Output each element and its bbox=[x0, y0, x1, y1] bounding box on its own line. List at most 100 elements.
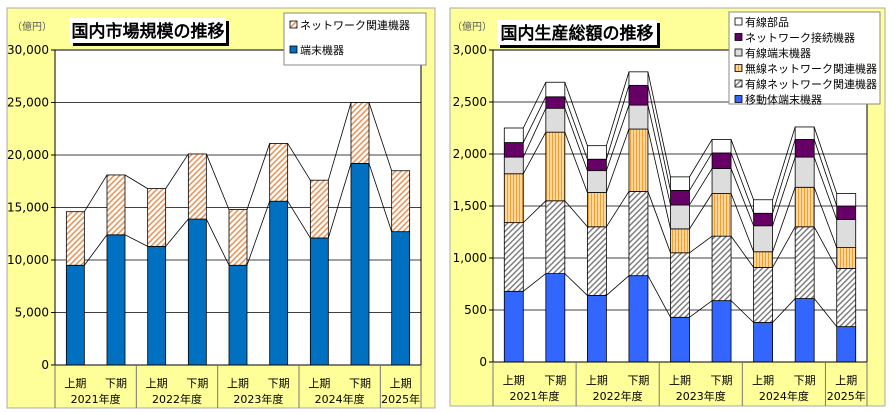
title-box bbox=[70, 18, 226, 43]
bar-segment bbox=[228, 264, 248, 366]
bar-segment bbox=[147, 188, 167, 247]
chart-2: 0 500 1,000 1,500 2,000 2,500 3,000 （億円） 国内生産総額の… bbox=[449, 7, 886, 407]
group-label: 2025年 bbox=[827, 389, 866, 403]
bar-segment bbox=[670, 228, 690, 254]
series-connector-line bbox=[564, 132, 588, 193]
bar-segment bbox=[503, 290, 524, 363]
group-label: 2021年度 bbox=[71, 392, 121, 406]
x-tick-label: 上期 bbox=[64, 377, 86, 390]
series-connector-line bbox=[564, 200, 588, 228]
x-tick-label: 下期 bbox=[627, 374, 649, 387]
x-tick-label: 上期 bbox=[146, 377, 168, 390]
y-tick-label: 5,000 bbox=[15, 306, 49, 320]
bar-segment bbox=[586, 170, 607, 193]
bar-segment bbox=[187, 153, 207, 220]
bar-segment bbox=[836, 205, 857, 220]
series-connector-line bbox=[772, 126, 796, 200]
bar-segment bbox=[503, 142, 524, 158]
legend-swatch bbox=[734, 64, 743, 72]
bar-segment bbox=[545, 81, 566, 98]
y-tick-label: 1,000 bbox=[453, 251, 487, 265]
series-connector-line bbox=[813, 156, 838, 220]
bar-segment bbox=[628, 191, 649, 277]
series-connector-line bbox=[813, 226, 838, 269]
bar-segment bbox=[753, 199, 774, 214]
bar-segment bbox=[711, 139, 732, 154]
series-connector-line bbox=[772, 298, 796, 323]
bar-segment bbox=[836, 219, 857, 249]
series-connector-line bbox=[606, 71, 630, 146]
bar-segment bbox=[711, 235, 732, 302]
series-connector-line bbox=[205, 153, 230, 210]
series-connector-line bbox=[522, 131, 547, 174]
legend-swatch bbox=[734, 33, 743, 41]
series-connector-line bbox=[647, 105, 671, 206]
bar-segment bbox=[794, 156, 815, 188]
legend-swatch bbox=[734, 17, 743, 26]
x-tick-label: 下期 bbox=[349, 377, 371, 390]
bar-segment bbox=[628, 275, 649, 363]
x-tick-label: 上期 bbox=[308, 377, 330, 390]
x-tick-label: 下期 bbox=[711, 374, 733, 387]
bar-segment bbox=[269, 200, 289, 366]
series-connector-line bbox=[606, 104, 630, 171]
bar-segment bbox=[106, 234, 126, 366]
bar-segment bbox=[65, 264, 85, 366]
series-connector-line bbox=[647, 275, 671, 318]
series-connector-line bbox=[246, 201, 271, 266]
series-connector-line bbox=[564, 108, 588, 171]
bar-segment bbox=[753, 266, 774, 323]
x-tick-label: 上期 bbox=[669, 374, 691, 387]
bar-segment bbox=[586, 192, 607, 228]
group-label: 2024年度 bbox=[759, 389, 809, 403]
series-connector-line bbox=[647, 71, 671, 177]
bar-segment bbox=[794, 126, 815, 140]
bar-segment bbox=[106, 174, 126, 236]
bar-segment bbox=[794, 139, 815, 158]
bar-segment bbox=[711, 152, 732, 169]
series-connector-line bbox=[689, 168, 713, 206]
bar-segment bbox=[670, 252, 690, 318]
series-connector-line bbox=[730, 235, 754, 268]
series-connector-line bbox=[813, 126, 838, 194]
series-connector-line bbox=[124, 174, 148, 189]
bar-segment bbox=[753, 225, 774, 253]
legend-swatch bbox=[289, 20, 298, 29]
bar-segment bbox=[391, 231, 411, 366]
series-connector-line bbox=[730, 152, 754, 214]
y-tick-label: 25,000 bbox=[7, 96, 49, 110]
legend-label: 移動体端末機器 bbox=[745, 93, 822, 107]
bar-segment bbox=[586, 226, 607, 296]
series-connector-line bbox=[165, 218, 189, 247]
x-tick-label: 下期 bbox=[544, 374, 566, 387]
series-connector-line bbox=[165, 153, 189, 189]
series-connector-line bbox=[689, 139, 713, 178]
bar-segment bbox=[309, 179, 329, 239]
group-label: 2023年度 bbox=[233, 392, 283, 406]
series-connector-line bbox=[606, 191, 630, 228]
chart-title: 国内市場規模の推移 bbox=[72, 21, 225, 42]
bar-segment bbox=[545, 131, 566, 202]
bar-segment bbox=[586, 158, 607, 172]
bar-segment bbox=[545, 107, 566, 133]
y-tick-label: 20,000 bbox=[7, 148, 49, 162]
y-tick-label: 0 bbox=[479, 355, 487, 369]
y-tick-label: 15,000 bbox=[7, 201, 49, 215]
group-label: 2022年度 bbox=[152, 392, 202, 406]
series-connector-line bbox=[246, 143, 271, 210]
series-connector-line bbox=[83, 174, 108, 212]
series-connector-line bbox=[813, 298, 838, 327]
group-label: 2025年 bbox=[381, 392, 420, 406]
legend-label: 有線部品 bbox=[745, 15, 789, 29]
series-connector-line bbox=[730, 300, 754, 323]
bar-segment bbox=[836, 267, 857, 328]
unit-label: （億円） bbox=[12, 20, 52, 33]
series-connector-line bbox=[730, 139, 754, 200]
series-connector-line bbox=[287, 200, 311, 239]
bar-segment bbox=[836, 326, 857, 363]
series-connector-line bbox=[327, 102, 352, 181]
legend-label: ネットワーク関連機器 bbox=[300, 18, 410, 32]
bar-segment bbox=[836, 193, 857, 207]
series-connector-line bbox=[522, 200, 547, 223]
bar-segment bbox=[711, 300, 732, 363]
